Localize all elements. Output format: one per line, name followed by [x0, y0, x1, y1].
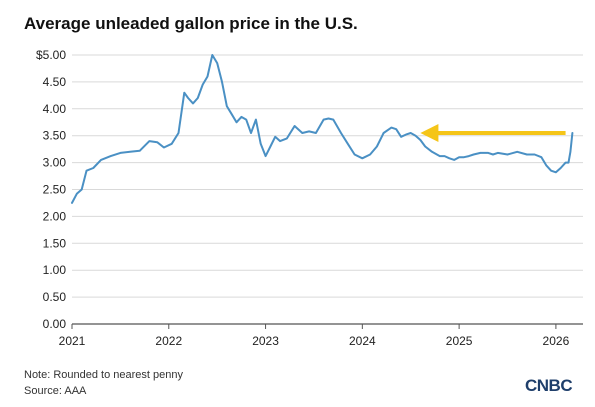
source-note: Source: AAA [24, 385, 87, 397]
x-tick-label: 2023 [252, 334, 279, 348]
series-layer [71, 54, 574, 204]
footnote: Note: Rounded to nearest penny [24, 369, 184, 381]
x-axis-ticks: 2021 2022 2023 2024 2025 2026 [59, 324, 570, 348]
cnbc-logo: CNBC [525, 376, 573, 395]
x-tick-label: 2022 [155, 334, 182, 348]
y-tick-label: 3.00 [43, 156, 67, 170]
price-line [71, 54, 574, 204]
y-axis-ticks: $5.00 4.50 4.00 3.50 3.00 2.50 2.00 1.50 1.00 0.5… [36, 48, 66, 331]
y-tick-label: $5.00 [36, 48, 66, 62]
x-tick-label: 2026 [543, 334, 570, 348]
annotation-layer [420, 124, 566, 143]
y-tick-label: 3.50 [43, 129, 67, 143]
y-tick-label: 0.00 [43, 317, 67, 331]
y-tick-label: 0.50 [43, 290, 67, 304]
line-chart: $5.00 4.50 4.00 3.50 3.00 2.50 2.00 1.50 1.00 0.5… [36, 48, 583, 348]
y-tick-label: 2.00 [43, 209, 67, 223]
chart-title: Average unleaded gallon price in the U.S… [24, 14, 358, 33]
logo-text: CNBC [525, 376, 572, 395]
y-tick-label: 4.50 [43, 75, 67, 89]
x-tick-label: 2021 [59, 334, 86, 348]
x-tick-label: 2025 [446, 334, 473, 348]
grid-lines [72, 54, 583, 325]
y-tick-label: 1.00 [43, 263, 67, 277]
y-tick-label: 2.50 [43, 183, 67, 197]
y-tick-label: 4.00 [43, 102, 67, 116]
x-tick-label: 2024 [349, 334, 376, 348]
arrow-head [420, 124, 439, 143]
y-tick-label: 1.50 [43, 236, 67, 250]
